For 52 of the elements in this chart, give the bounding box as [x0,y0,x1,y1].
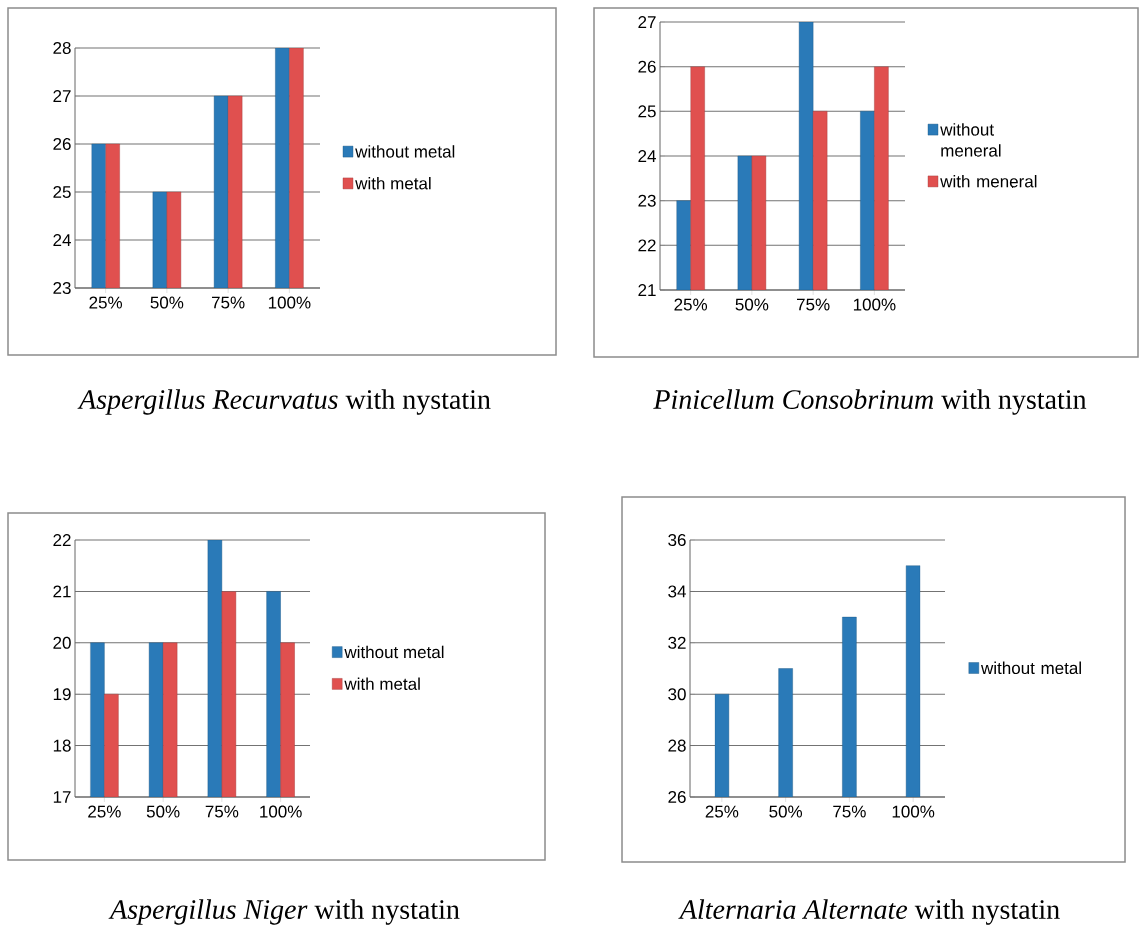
legend-label: without meneral [940,123,1001,157]
y-tick-label: 23 [638,194,656,207]
x-tick-label: 100% [268,296,311,309]
y-tick-label: 23 [53,281,71,295]
x-tick-label: 100% [892,805,935,818]
x-tick-label: 50% [146,805,180,818]
x-tick-label: 25% [705,805,739,818]
x-tick-label: 100% [260,805,302,818]
y-tick-label: 26 [668,790,686,804]
y-tick-label: 32 [668,636,686,649]
text: Aspergillus Niger with nystatin [108,899,460,925]
y-tick-label: 19 [53,688,71,701]
x-tick-label: 25% [89,296,123,309]
y-tick-label: 21 [638,284,656,296]
x-tick-label: 50% [150,296,184,309]
y-tick-label: 27 [53,90,71,102]
y-tick-label: 28 [53,41,71,55]
y-tick-label: 28 [668,739,686,752]
y-tick-label: 26 [638,60,656,73]
legend-label: with metal [344,677,420,690]
x-tick-label: 50% [735,298,769,311]
legend-label: without metal [980,661,1081,675]
x-tick-label: 75% [211,296,245,309]
text: Alternaria Alternate with nystatin [678,899,1060,925]
x-tick-label: 75% [797,298,830,311]
y-tick-label: 17 [53,791,71,803]
y-tick-label: 21 [53,585,71,598]
y-tick-label: 34 [668,585,686,598]
legend-label: without metal [355,145,455,158]
text: Aspergillus Recurvatus with nystatin [77,389,491,415]
legend-label: with metal [355,177,431,190]
legend-label: without metal [344,645,444,659]
text: Pinicellum Consobrinum with nystatin [653,389,1087,415]
y-tick-label: 20 [53,636,71,649]
y-tick-label: 22 [53,534,71,546]
x-tick-label: 50% [769,805,803,818]
y-tick-label: 26 [53,137,71,151]
x-tick-label: 25% [674,298,708,311]
legend-label: with meneral [940,175,1037,188]
y-tick-label: 36 [668,533,686,547]
x-tick-label: 75% [833,805,866,818]
y-tick-label: 25 [53,185,71,199]
x-tick-label: 75% [205,805,239,818]
y-tick-label: 25 [638,105,656,118]
y-tick-label: 27 [638,16,656,28]
y-tick-label: 30 [668,688,686,701]
y-tick-label: 24 [638,150,656,162]
y-tick-label: 18 [53,739,71,752]
y-tick-label: 22 [638,239,656,252]
x-tick-label: 100% [853,298,896,311]
x-tick-label: 25% [88,805,121,818]
y-tick-label: 24 [53,234,71,246]
